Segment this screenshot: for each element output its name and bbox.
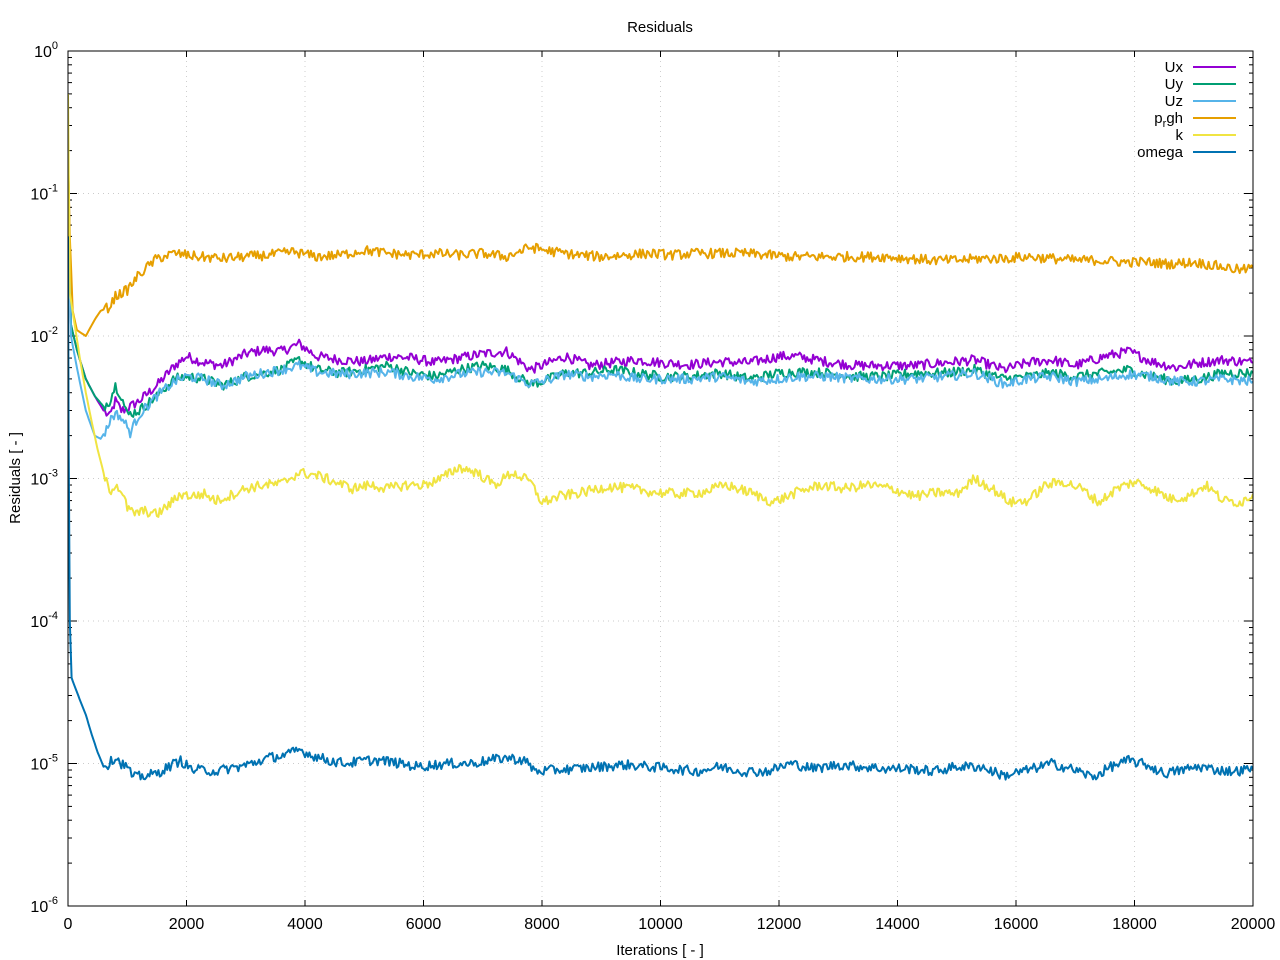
grid-lines [68,51,1253,906]
series-lines [68,93,1253,781]
legend-label: k [1176,127,1184,144]
series-line-uz [68,150,1253,440]
x-tick-label: 18000 [1112,916,1157,933]
x-tick-label: 8000 [524,916,560,933]
y-tick-label: 10-1 [30,183,58,204]
series-line-omega [68,236,1253,781]
series-line-ux [68,150,1253,417]
x-tick-label: 4000 [287,916,323,933]
y-axis-title: Residuals [ - ] [7,432,24,524]
legend-label: Uy [1165,76,1184,93]
x-tick-label: 0 [64,916,73,933]
chart-title: Residuals [627,19,693,36]
y-tick-label: 10-4 [30,610,58,631]
x-axis-title: Iterations [ - ] [616,942,704,959]
series-line-p-rgh [68,150,1253,337]
axis-ticks [67,50,1254,907]
x-tick-label: 16000 [994,916,1039,933]
legend-label: Uz [1165,93,1183,110]
legend-label: omega [1137,144,1184,161]
y-tick-label: 10-6 [30,895,58,916]
x-tick-label: 20000 [1231,916,1276,933]
x-tick-labels: 0 2000 4000 6000 8000 10000 12000 14000 16000 180… [64,916,1276,933]
y-tick-labels: 100 10-1 10-2 10-3 10-4 10-5 10-6 [30,40,58,916]
x-tick-label: 6000 [406,916,442,933]
series-line-k [68,93,1253,518]
y-tick-label: 10-5 [30,753,58,774]
x-tick-label: 10000 [638,916,683,933]
legend-label: prgh [1154,110,1183,130]
y-tick-label: 100 [34,40,58,61]
x-tick-label: 12000 [757,916,802,933]
plot-frame [67,50,1254,907]
x-tick-label: 2000 [169,916,205,933]
y-tick-label: 10-3 [30,468,58,489]
y-tick-label: 10-2 [30,325,58,346]
legend-label: Ux [1165,59,1184,76]
x-tick-label: 14000 [875,916,920,933]
